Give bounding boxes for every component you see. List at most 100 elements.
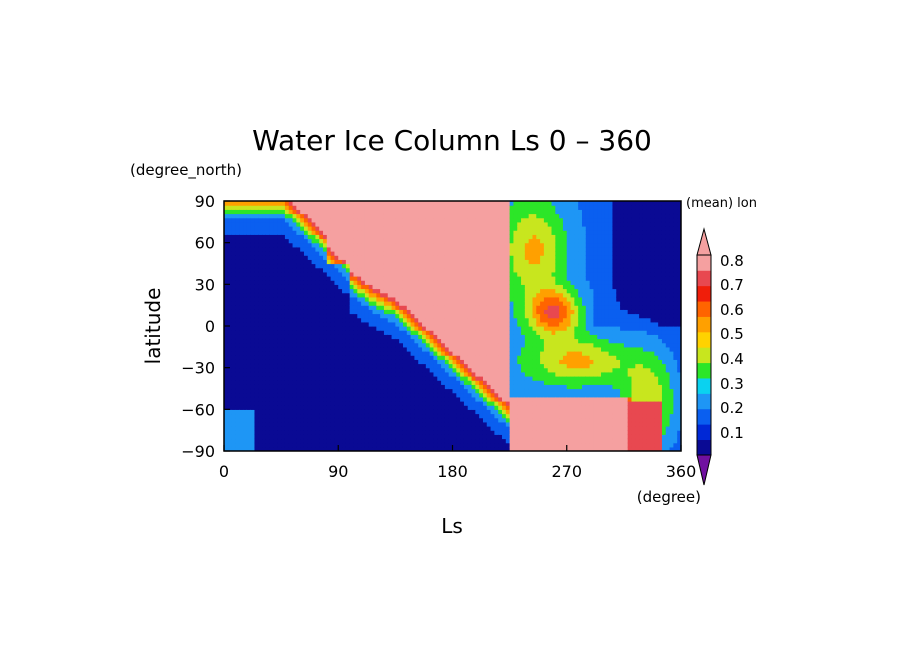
heatmap-cell bbox=[235, 326, 240, 331]
heatmap-cell bbox=[406, 367, 412, 373]
heatmap-cell bbox=[402, 238, 408, 244]
heatmap-cell bbox=[452, 446, 457, 451]
heatmap-cell bbox=[357, 221, 362, 227]
heatmap-cell bbox=[437, 267, 442, 273]
heatmap-cell bbox=[528, 442, 534, 448]
heatmap-cell bbox=[342, 230, 347, 235]
heatmap-cell bbox=[262, 388, 267, 394]
heatmap-cell bbox=[418, 221, 423, 227]
heatmap-cell bbox=[262, 376, 267, 381]
heatmap-cell bbox=[532, 213, 537, 219]
heatmap-cell bbox=[524, 442, 530, 448]
heatmap-cell bbox=[486, 213, 492, 219]
heatmap-cell bbox=[353, 309, 358, 315]
heatmap-cell bbox=[540, 401, 545, 406]
heatmap-cell bbox=[399, 292, 404, 298]
heatmap-cell bbox=[387, 396, 393, 402]
heatmap-cell bbox=[395, 251, 400, 256]
heatmap-cell bbox=[273, 234, 278, 240]
heatmap-cell bbox=[281, 280, 286, 285]
heatmap-cell bbox=[498, 288, 503, 294]
heatmap-cell bbox=[326, 209, 332, 215]
heatmap-cell bbox=[311, 388, 316, 394]
heatmap-cell bbox=[380, 338, 385, 344]
heatmap-cell bbox=[284, 405, 290, 410]
heatmap-cell bbox=[486, 392, 492, 398]
heatmap-cell bbox=[345, 442, 351, 448]
heatmap-cell bbox=[319, 359, 324, 365]
heatmap-cell bbox=[284, 446, 290, 451]
heatmap-cell bbox=[406, 338, 412, 344]
heatmap-cell bbox=[452, 376, 457, 381]
heatmap-cell bbox=[441, 434, 446, 440]
heatmap-cell bbox=[433, 334, 438, 340]
heatmap-cell bbox=[265, 359, 271, 365]
heatmap-cell bbox=[410, 405, 416, 410]
heatmap-cell bbox=[437, 326, 442, 331]
heatmap-cell bbox=[262, 346, 267, 352]
heatmap-cell bbox=[490, 355, 495, 360]
heatmap-cell bbox=[224, 413, 229, 419]
heatmap-cell bbox=[467, 438, 473, 444]
heatmap-cell bbox=[448, 413, 454, 419]
heatmap-cell bbox=[323, 238, 328, 244]
heatmap-cell bbox=[364, 359, 370, 365]
heatmap-cell bbox=[311, 326, 316, 331]
heatmap-cell bbox=[345, 334, 351, 340]
heatmap-cell bbox=[505, 446, 511, 451]
heatmap-cell bbox=[288, 342, 294, 348]
heatmap-cell bbox=[277, 430, 282, 435]
heatmap-cell bbox=[513, 205, 518, 210]
heatmap-cell bbox=[224, 251, 229, 256]
heatmap-cell bbox=[224, 234, 229, 240]
heatmap-cell bbox=[300, 421, 305, 427]
heatmap-cell bbox=[269, 201, 275, 206]
heatmap-cell bbox=[277, 380, 282, 385]
heatmap-cell bbox=[303, 251, 309, 256]
heatmap-cell bbox=[524, 392, 530, 398]
heatmap-cell bbox=[292, 330, 297, 335]
heatmap-cell bbox=[402, 246, 408, 252]
heatmap-cell bbox=[353, 280, 358, 285]
heatmap-cell bbox=[494, 309, 499, 315]
heatmap-cell bbox=[490, 301, 495, 306]
heatmap-cell bbox=[227, 309, 233, 315]
heatmap-cell bbox=[250, 230, 256, 235]
heatmap-cell bbox=[429, 392, 435, 398]
heatmap-cell bbox=[265, 317, 271, 323]
heatmap-cell bbox=[494, 242, 499, 248]
heatmap-cell bbox=[498, 442, 503, 448]
heatmap-cell bbox=[288, 442, 294, 448]
heatmap-cell bbox=[467, 338, 473, 344]
heatmap-cell bbox=[250, 209, 256, 215]
heatmap-cell bbox=[402, 292, 408, 298]
heatmap-cell bbox=[471, 438, 476, 444]
heatmap-cell bbox=[368, 255, 374, 260]
heatmap-cell bbox=[380, 251, 385, 256]
heatmap-cell bbox=[402, 288, 408, 294]
heatmap-cell bbox=[326, 376, 332, 381]
heatmap-cell bbox=[471, 242, 476, 248]
heatmap-cell bbox=[250, 321, 256, 327]
heatmap-cell bbox=[243, 405, 248, 410]
heatmap-cell bbox=[467, 301, 473, 306]
heatmap-cell bbox=[406, 205, 412, 210]
heatmap-cell bbox=[372, 221, 377, 227]
heatmap-cell bbox=[254, 313, 259, 319]
heatmap-cell bbox=[319, 209, 324, 215]
heatmap-cell bbox=[521, 355, 526, 360]
heatmap-cell bbox=[509, 338, 515, 344]
heatmap-cell bbox=[513, 392, 518, 398]
heatmap-cell bbox=[387, 230, 393, 235]
heatmap-cell bbox=[269, 342, 275, 348]
heatmap-cell bbox=[475, 271, 480, 277]
heatmap-cell bbox=[505, 263, 511, 269]
heatmap-cell bbox=[342, 313, 347, 319]
heatmap-cell bbox=[429, 376, 435, 381]
heatmap-cell bbox=[292, 384, 297, 390]
heatmap-cell bbox=[239, 430, 244, 435]
heatmap-cell bbox=[490, 242, 495, 248]
heatmap-cell bbox=[513, 296, 518, 302]
heatmap-cell bbox=[353, 301, 358, 306]
heatmap-cell bbox=[254, 226, 259, 231]
